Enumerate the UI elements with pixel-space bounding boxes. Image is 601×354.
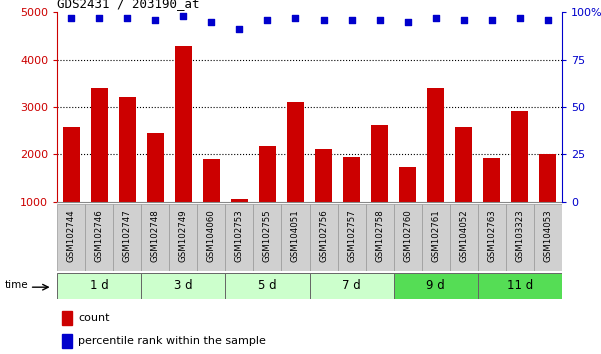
Point <box>263 17 272 23</box>
Bar <box>483 158 500 202</box>
Bar <box>63 127 79 202</box>
Text: GSM102757: GSM102757 <box>347 209 356 262</box>
Bar <box>371 125 388 202</box>
Text: 1 d: 1 d <box>90 279 109 292</box>
Bar <box>119 97 136 202</box>
Text: GDS2431 / 203190_at: GDS2431 / 203190_at <box>57 0 200 10</box>
Text: GSM102763: GSM102763 <box>487 209 496 262</box>
Text: 3 d: 3 d <box>174 279 192 292</box>
Bar <box>203 159 220 202</box>
Point <box>178 13 188 19</box>
Text: GSM104052: GSM104052 <box>459 209 468 262</box>
Point <box>375 17 385 23</box>
Bar <box>506 204 534 271</box>
Point <box>487 17 496 23</box>
Point <box>403 19 412 25</box>
Text: count: count <box>78 313 110 323</box>
Bar <box>85 204 113 271</box>
Bar <box>62 334 72 348</box>
Point <box>291 15 300 21</box>
Bar <box>511 111 528 202</box>
Bar <box>427 88 444 202</box>
Text: GSM102756: GSM102756 <box>319 209 328 262</box>
Text: 7 d: 7 d <box>342 279 361 292</box>
Bar <box>399 167 416 202</box>
Bar <box>197 204 225 271</box>
Point <box>319 17 328 23</box>
Bar <box>422 204 450 271</box>
Bar <box>62 312 72 325</box>
Bar <box>450 204 478 271</box>
Point <box>123 15 132 21</box>
Point <box>347 17 356 23</box>
Bar <box>169 204 197 271</box>
Point <box>515 15 525 21</box>
Text: GSM102761: GSM102761 <box>432 209 440 262</box>
Text: GSM104053: GSM104053 <box>543 209 552 262</box>
Bar <box>315 149 332 202</box>
Bar <box>57 204 85 271</box>
Bar <box>287 102 304 202</box>
Bar <box>141 204 169 271</box>
Bar <box>281 204 310 271</box>
Text: GSM102755: GSM102755 <box>263 209 272 262</box>
Point <box>66 15 76 21</box>
Point <box>207 19 216 25</box>
Bar <box>254 204 281 271</box>
Bar <box>310 273 394 299</box>
Text: GSM102746: GSM102746 <box>95 209 103 262</box>
Text: GSM102744: GSM102744 <box>67 209 76 262</box>
Text: GSM102749: GSM102749 <box>179 209 188 262</box>
Bar <box>259 146 276 202</box>
Text: GSM102753: GSM102753 <box>235 209 244 262</box>
Bar <box>310 204 338 271</box>
Bar <box>147 133 163 202</box>
Bar <box>231 199 248 202</box>
Bar <box>394 273 478 299</box>
Bar <box>343 157 360 202</box>
Point <box>150 17 160 23</box>
Text: 5 d: 5 d <box>258 279 276 292</box>
Text: GSM104051: GSM104051 <box>291 209 300 262</box>
Bar <box>365 204 394 271</box>
Point <box>94 15 104 21</box>
Bar <box>57 273 141 299</box>
Text: GSM102758: GSM102758 <box>375 209 384 262</box>
Bar <box>534 204 562 271</box>
Text: GSM103323: GSM103323 <box>516 209 524 262</box>
Bar <box>225 204 254 271</box>
Bar <box>91 88 108 202</box>
Text: GSM102748: GSM102748 <box>151 209 160 262</box>
Point <box>431 15 441 21</box>
Bar <box>394 204 422 271</box>
Text: 9 d: 9 d <box>426 279 445 292</box>
Point <box>543 17 553 23</box>
Bar <box>113 204 141 271</box>
Text: time: time <box>5 280 28 290</box>
Bar <box>338 204 365 271</box>
Text: GSM102747: GSM102747 <box>123 209 132 262</box>
Point <box>459 17 469 23</box>
Text: GSM104060: GSM104060 <box>207 209 216 262</box>
Bar <box>225 273 310 299</box>
Bar <box>141 273 225 299</box>
Bar <box>478 204 506 271</box>
Text: percentile rank within the sample: percentile rank within the sample <box>78 336 266 346</box>
Bar <box>540 154 557 202</box>
Text: 11 d: 11 d <box>507 279 533 292</box>
Bar <box>175 46 192 202</box>
Bar <box>456 127 472 202</box>
Point <box>234 27 244 32</box>
Text: GSM102760: GSM102760 <box>403 209 412 262</box>
Bar <box>478 273 562 299</box>
